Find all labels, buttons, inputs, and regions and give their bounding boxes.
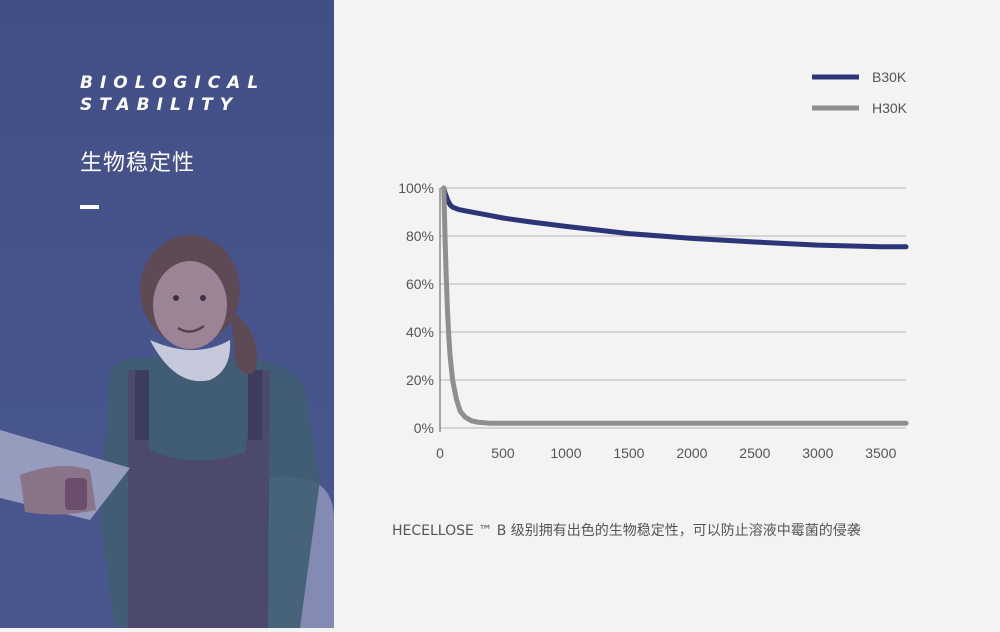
overalls bbox=[128, 370, 270, 628]
x-tick-label-2000: 2000 bbox=[676, 445, 707, 461]
x-tick-label-1500: 1500 bbox=[613, 445, 644, 461]
strap-right bbox=[248, 370, 262, 440]
neck-mask bbox=[150, 340, 231, 382]
x-tick-label-500: 500 bbox=[491, 445, 515, 461]
chart-area: 0% 20% 40% 60% 80% 100% 0 500 1000 1500 2000 2500 30… bbox=[334, 0, 1000, 628]
axis-layer: 0% 20% 40% 60% 80% 100% 0 500 1000 1500 2000 2500 30… bbox=[398, 180, 896, 461]
x-tick-label-0: 0 bbox=[436, 445, 444, 461]
stability-chart: 0% 20% 40% 60% 80% 100% 0 500 1000 1500 2000 2500 30… bbox=[398, 69, 909, 461]
series-line-b30k bbox=[441, 185, 909, 250]
x-tick-label-1000: 1000 bbox=[550, 445, 581, 461]
tape-roll bbox=[65, 478, 87, 510]
worker-photo bbox=[0, 235, 334, 628]
x-tick-label-2500: 2500 bbox=[739, 445, 770, 461]
hero-panel: BIOLOGICAL STABILITY 生物稳定性 bbox=[0, 0, 334, 628]
y-tick-label-80: 80% bbox=[406, 228, 434, 244]
legend: B30K H30K bbox=[812, 69, 908, 116]
series-layer bbox=[441, 185, 909, 426]
chart-caption: HECELLOSE ™ B 级别拥有出色的生物稳定性，可以防止溶液中霉菌的侵袭 bbox=[392, 523, 861, 539]
x-tick-label-3500: 3500 bbox=[865, 445, 896, 461]
y-tick-label-60: 60% bbox=[406, 276, 434, 292]
series-line-h30k bbox=[441, 185, 909, 426]
grid-layer bbox=[440, 187, 906, 429]
face bbox=[153, 261, 227, 349]
title-divider bbox=[80, 205, 99, 209]
y-tick-label-100: 100% bbox=[398, 180, 434, 196]
strap-left bbox=[135, 370, 149, 440]
legend-label-b30k: B30K bbox=[872, 69, 907, 85]
hero-eyebrow: BIOLOGICAL STABILITY bbox=[80, 73, 266, 115]
x-tick-label-3000: 3000 bbox=[802, 445, 833, 461]
y-tick-label-40: 40% bbox=[406, 324, 434, 340]
y-tick-label-0: 0% bbox=[414, 420, 434, 436]
hero-title: 生物稳定性 bbox=[80, 151, 196, 176]
legend-label-h30k: H30K bbox=[872, 100, 908, 116]
y-tick-label-20: 20% bbox=[406, 372, 434, 388]
